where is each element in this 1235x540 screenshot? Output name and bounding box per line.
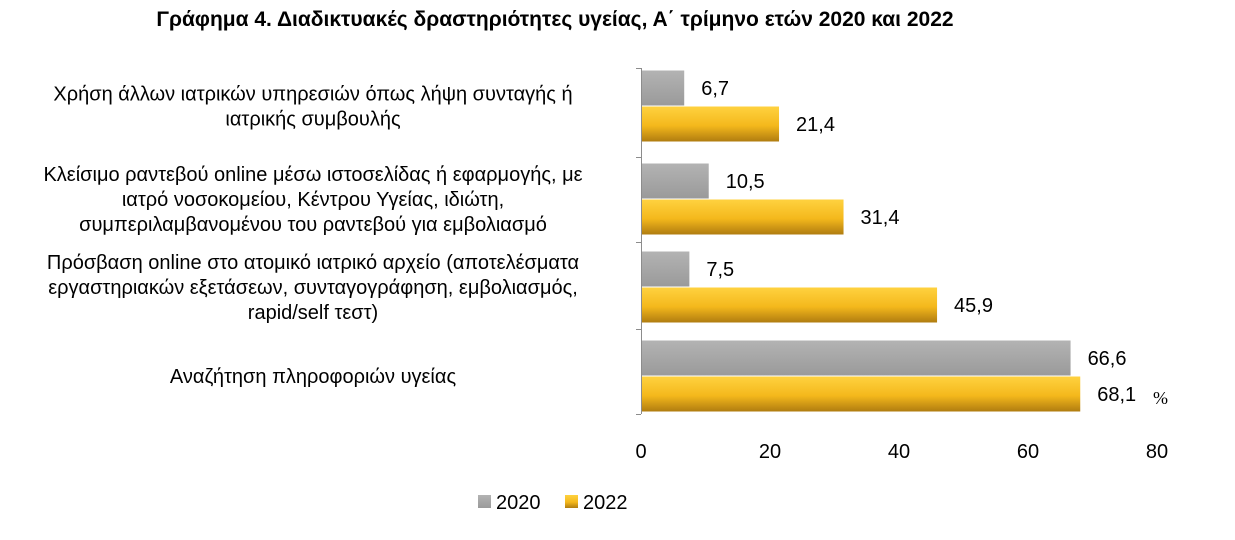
bar-2022-1 — [641, 106, 780, 142]
data-label-2022-1: 21,4 — [796, 114, 835, 136]
category-label-3-line-3: rapid/self τεστ) — [248, 302, 378, 324]
x-tick-label: 40 — [888, 441, 910, 463]
bar-2020-4 — [641, 340, 1071, 376]
bar-2020-1 — [641, 70, 685, 106]
data-label-2020-3: 7,5 — [706, 259, 734, 281]
legend-swatch-2022 — [565, 495, 578, 508]
category-label-3-line-1: Πρόσβαση online στο ατομικό ιατρικό αρχε… — [47, 252, 579, 274]
unit-label: % — [1153, 388, 1168, 408]
bar-2020-2 — [641, 163, 709, 199]
data-label-2020-1: 6,7 — [701, 78, 729, 100]
x-tick-label: 60 — [1017, 441, 1039, 463]
data-label-2022-3: 45,9 — [954, 295, 993, 317]
category-label-4-line-1: Αναζήτηση πληροφοριών υγείας — [170, 366, 457, 388]
bar-2022-4 — [641, 376, 1081, 412]
category-label-2-line-2: ιατρό νοσοκομείου, Κέντρου Υγείας, ιδιώτ… — [122, 189, 504, 211]
legend-label-2020: 2020 — [496, 492, 541, 514]
chart-title: Γράφημα 4. Διαδικτυακές δραστηριότητες υ… — [156, 8, 954, 31]
bar-2020-3 — [641, 251, 690, 287]
category-label-1-line-1: Χρήση άλλων ιατρικών υπηρεσιών όπως λήψη… — [53, 84, 572, 106]
data-label-2020-2: 10,5 — [726, 171, 765, 193]
x-tick-label: 20 — [759, 441, 781, 463]
category-label-1-line-2: ιατρικής συμβουλής — [225, 109, 401, 131]
data-label-2022-2: 31,4 — [861, 207, 900, 229]
category-label-3-line-2: εργαστηριακών εξετάσεων, συνταγογράφηση,… — [48, 277, 578, 299]
legend-label-2022: 2022 — [583, 492, 628, 514]
bar-2022-2 — [641, 199, 844, 235]
x-tick-label: 80 — [1146, 441, 1168, 463]
category-label-2-line-1: Κλείσιμο ραντεβού online μέσω ιστοσελίδα… — [43, 164, 582, 186]
x-tick-label: 0 — [635, 441, 646, 463]
bar-2022-3 — [641, 287, 938, 323]
legend-swatch-2020 — [478, 495, 491, 508]
data-label-2020-4: 66,6 — [1088, 348, 1127, 370]
category-label-2-line-3: συμπεριλαμβανομένου του ραντεβού για εμβ… — [79, 214, 547, 236]
data-label-2022-4: 68,1 — [1097, 384, 1136, 406]
